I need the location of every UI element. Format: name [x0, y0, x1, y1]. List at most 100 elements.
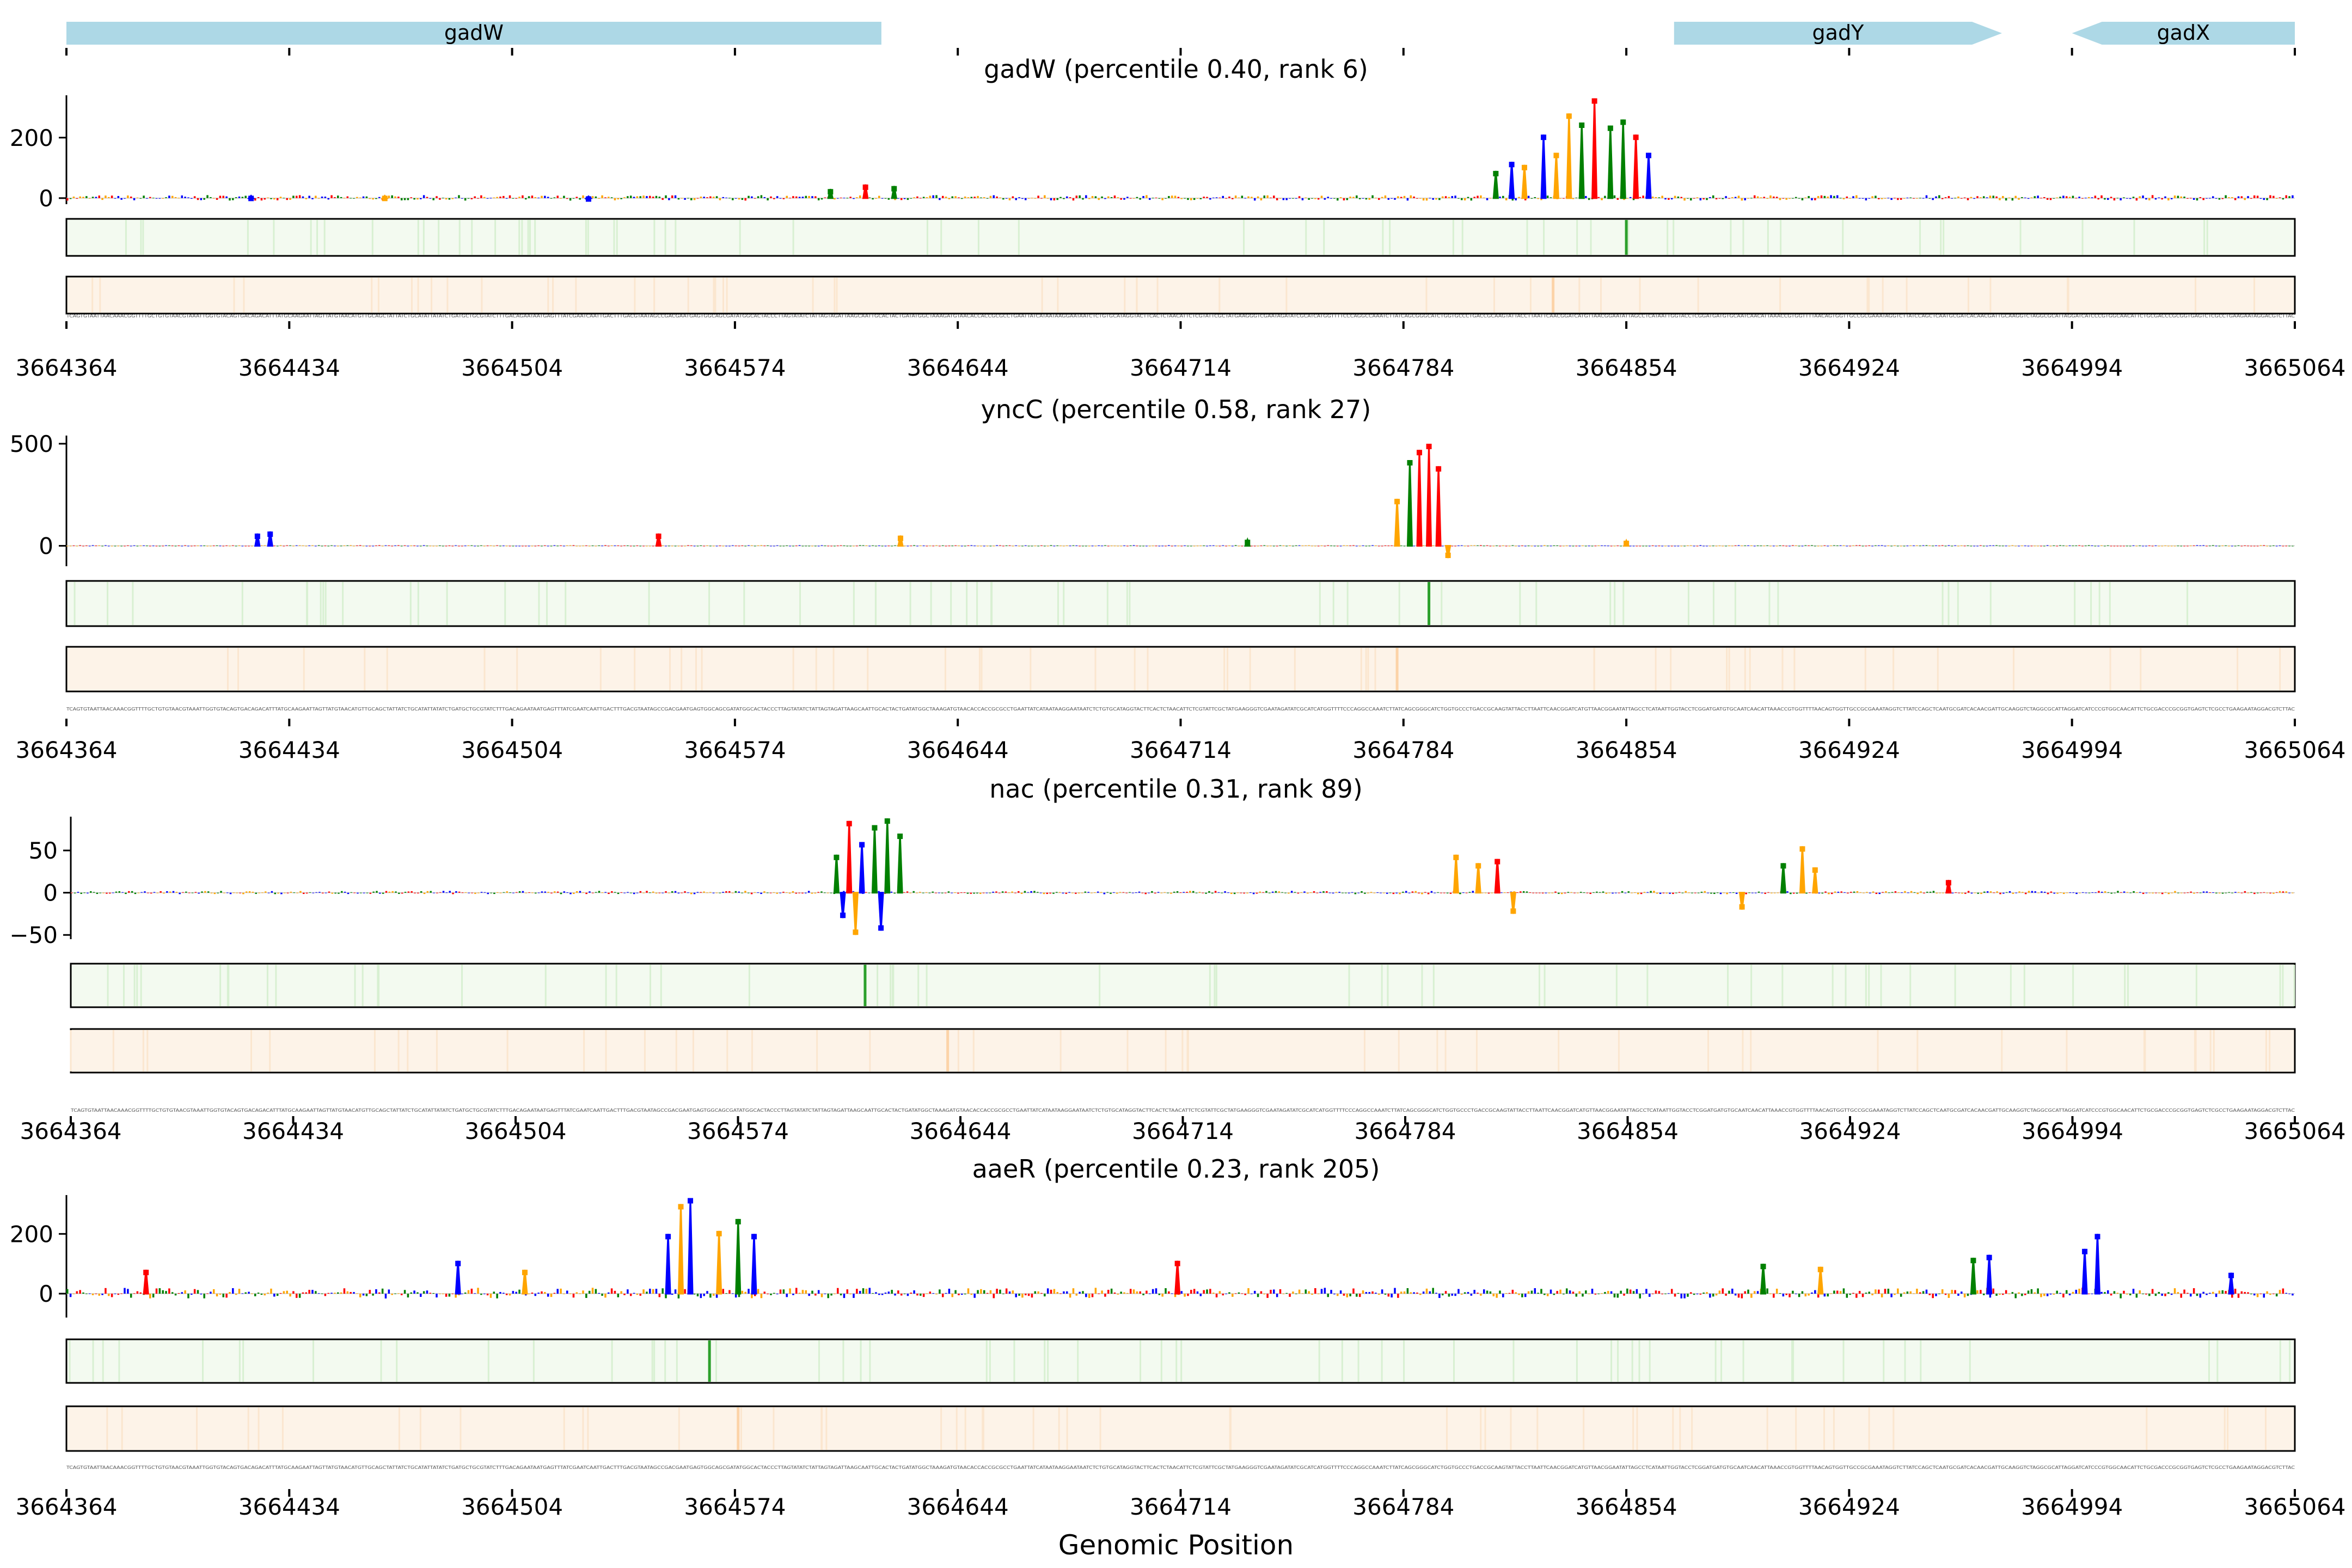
contribution-bar	[1801, 198, 1804, 200]
contribution-bar	[1349, 1294, 1351, 1297]
contribution-bar	[1292, 1291, 1294, 1294]
contribution-bar	[1884, 198, 1886, 199]
contribution-bar	[505, 1294, 508, 1295]
contribution-bar	[334, 892, 336, 894]
contribution-bar	[639, 891, 642, 893]
panel-title: yncC (percentile 0.58, rank 27)	[981, 395, 1371, 424]
contribution-bar	[1027, 546, 1030, 547]
contribution-bar	[1103, 892, 1106, 895]
contribution-bar	[1120, 198, 1122, 200]
panel-title: gadW (percentile 0.40, rank 6)	[984, 54, 1368, 84]
contribution-bar	[566, 198, 568, 199]
contribution-bar	[1878, 1289, 1880, 1294]
contribution-bar	[124, 546, 126, 547]
contribution-bar	[2202, 1291, 2204, 1294]
contribution-bar	[773, 892, 775, 893]
contribution-bar	[2218, 198, 2221, 200]
contribution-bar	[814, 196, 817, 198]
contribution-bar	[2142, 892, 2145, 895]
contribution-bar	[2158, 1291, 2160, 1294]
contribution-bar	[1728, 1290, 1730, 1294]
contribution-bar	[817, 198, 820, 200]
contribution-peak	[897, 833, 903, 894]
contribution-bar	[1842, 198, 1845, 200]
contribution-bar	[1044, 546, 1046, 547]
contribution-bar	[451, 546, 454, 547]
contribution-bar	[289, 198, 291, 200]
contribution-bar	[130, 546, 132, 547]
contribution-bar	[1672, 892, 1674, 895]
contribution-bar	[1320, 1289, 1323, 1294]
contribution-bar	[1489, 546, 1492, 547]
contribution-bar	[970, 545, 973, 546]
contribution-bar	[674, 1289, 677, 1294]
contribution-bar	[703, 1294, 705, 1296]
contribution-bar	[403, 198, 406, 200]
contribution-bar	[426, 197, 428, 198]
contribution-bar	[2072, 1291, 2074, 1294]
signal-track-1	[65, 1338, 2296, 1384]
contribution-bar	[1827, 1294, 1829, 1297]
contribution-bar	[725, 891, 727, 893]
contribution-bar	[522, 195, 524, 198]
contribution-bar	[1794, 197, 1797, 198]
contribution-bar	[1583, 892, 1585, 893]
contribution-bar	[1448, 197, 1450, 198]
contribution-bar	[2011, 1292, 2014, 1294]
contribution-bar	[1706, 198, 1708, 200]
contribution-bar	[767, 892, 769, 893]
contribution-bar	[229, 1292, 231, 1294]
contribution-bar	[2087, 197, 2090, 198]
contribution-bar	[786, 195, 788, 198]
contribution-bar	[744, 198, 746, 201]
contribution-bar	[108, 197, 110, 198]
contribution-bar	[776, 196, 779, 198]
contribution-bar	[1992, 1288, 1995, 1294]
contribution-bar	[88, 546, 91, 547]
contribution-bar	[401, 892, 403, 894]
contribution-bar	[1999, 1294, 2001, 1295]
contribution-bar	[1116, 892, 1118, 894]
contribution-peak-cap	[1436, 466, 1442, 472]
x-tick-label: 3664784	[1352, 354, 1454, 381]
contribution-bar	[550, 546, 553, 547]
contribution-bar	[906, 891, 909, 893]
contribution-bar	[2066, 546, 2068, 547]
contribution-bar	[1483, 1289, 1485, 1294]
contribution-bar	[1365, 1292, 1368, 1294]
contribution-bar	[2037, 1288, 2039, 1294]
gene-label-gadX: gadX	[2157, 21, 2210, 45]
contribution-bar	[834, 546, 836, 547]
contribution-bar	[687, 198, 689, 199]
contribution-bar	[2266, 546, 2268, 547]
contribution-bar	[2148, 1294, 2151, 1296]
contribution-peak	[1780, 863, 1787, 894]
contribution-bar	[388, 891, 391, 893]
contribution-peak	[1426, 443, 1432, 547]
contribution-bar	[483, 546, 486, 547]
contribution-bar	[1830, 195, 1832, 198]
contribution-bar	[369, 892, 372, 894]
contribution-bar	[2237, 1294, 2240, 1298]
contribution-bar	[945, 546, 947, 547]
contribution-bar	[105, 545, 107, 546]
contribution-bar	[560, 1288, 562, 1294]
contribution-bar	[400, 198, 403, 201]
contribution-bar	[2167, 198, 2170, 201]
contribution-bar	[90, 891, 92, 893]
contribution-bar	[1110, 1288, 1113, 1294]
contribution-bar	[617, 198, 620, 200]
gene-gadX	[2072, 22, 2295, 45]
contribution-bar	[2033, 1292, 2036, 1294]
contribution-bar	[279, 1293, 282, 1294]
contribution-bar	[1252, 892, 1255, 895]
contribution-bar	[1690, 198, 1692, 201]
contribution-bar	[1392, 892, 1395, 895]
contribution-bar	[1670, 1289, 1673, 1294]
contribution-bar	[1897, 546, 1899, 547]
x-tick-label: 3664714	[1130, 354, 1232, 381]
contribution-bar	[1505, 1293, 1508, 1294]
contribution-peak-cap	[143, 1270, 149, 1276]
contribution-bar	[1352, 197, 1355, 198]
contribution-bar	[1677, 1293, 1680, 1294]
